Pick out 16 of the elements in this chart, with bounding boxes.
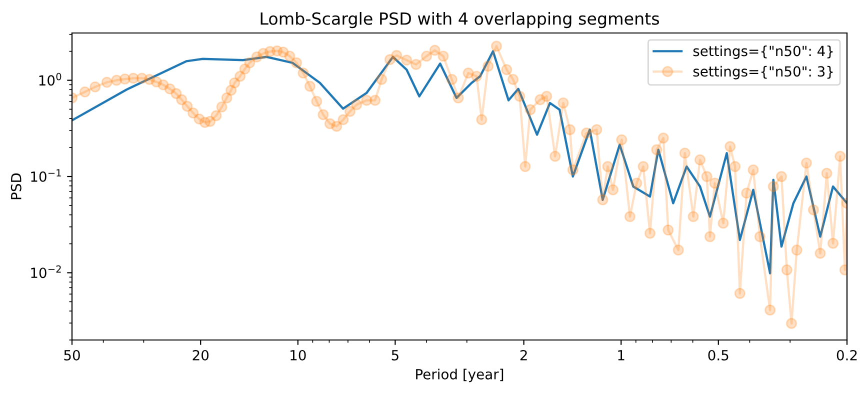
y-tick-label: 10$^{0}$ [39,72,62,86]
x-tick-label: 20 [192,350,209,360]
y-axis-title: PSD [10,173,22,200]
x-tick-label: 5 [392,350,398,360]
y-tick-label: 10$^{−1}$ [31,169,61,182]
x-tick-label: 0.5 [708,350,728,360]
x-tick-label: 2 [520,350,527,360]
x-tick-label: 1 [618,350,624,360]
x-axis-title: Period [year] [416,368,504,382]
legend-label: settings={"n50": 3} [693,66,833,80]
x-tick-label: 0.2 [836,350,857,360]
legend-label: settings={"n50": 4} [693,46,833,59]
chart-title: Lomb-Scargle PSD with 4 overlapping segments [260,12,660,28]
y-tick-label: 10$^{−2}$ [31,265,61,278]
x-tick-label: 10 [290,350,306,360]
x-tick-label: 50 [64,350,80,360]
